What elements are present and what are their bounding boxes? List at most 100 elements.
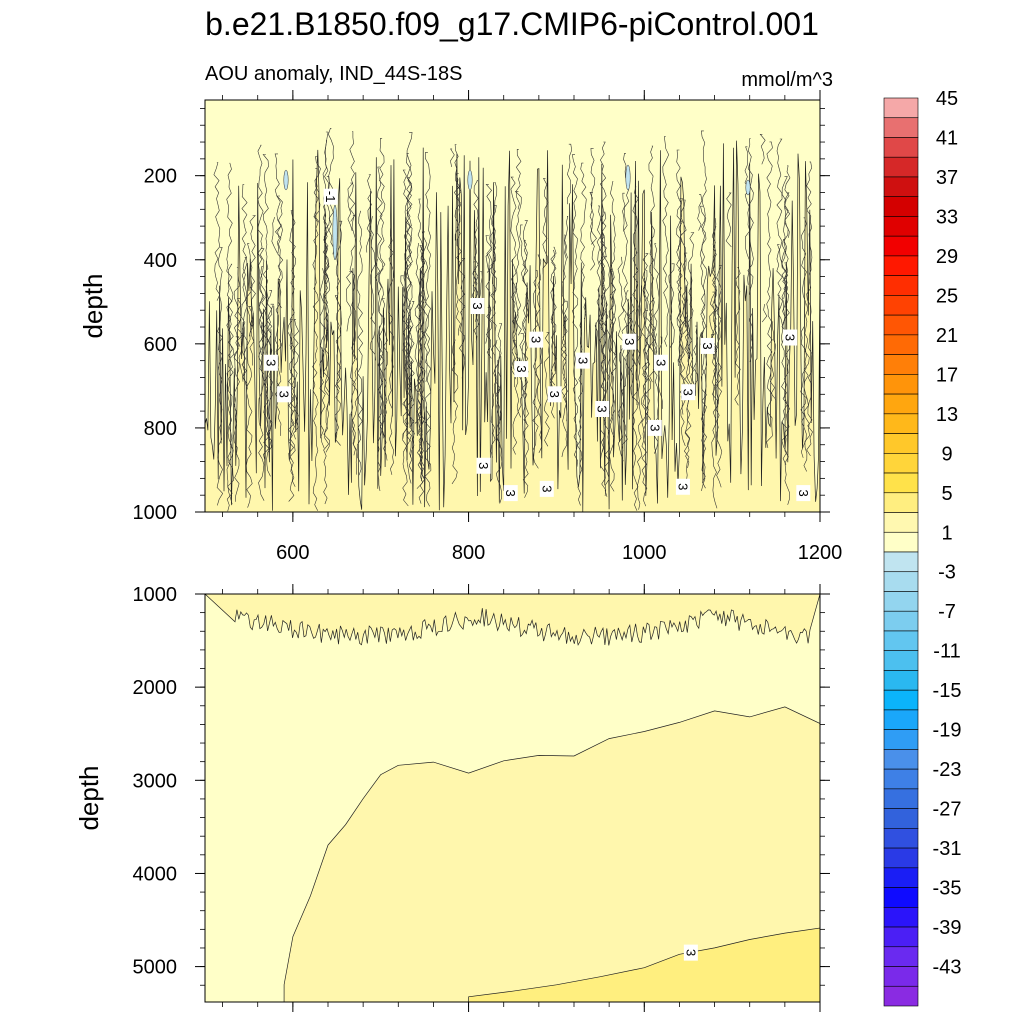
contour-line [490, 205, 497, 458]
contour-line [494, 339, 501, 449]
contour-label: 3 [675, 483, 690, 490]
colorbar-label: 25 [936, 285, 958, 307]
y-tick-label: 1000 [133, 584, 178, 606]
contour-label-box [539, 480, 554, 497]
contour-line [564, 216, 569, 259]
contour-line [642, 253, 649, 446]
y-tick-label: 5000 [133, 957, 178, 979]
y-tick-label: 600 [144, 334, 177, 356]
contour-line [378, 138, 386, 439]
y-tick-label: 4000 [133, 863, 178, 885]
contour-line [590, 148, 597, 245]
contour-line [662, 136, 670, 347]
contour-label-box [622, 333, 637, 350]
upper-anomaly-fill [204, 140, 821, 513]
contour-line [608, 269, 615, 492]
contour-line [687, 232, 695, 389]
contour-line [803, 303, 810, 472]
colorbar-label: -43 [933, 957, 962, 979]
x-tick-label: 600 [276, 542, 309, 564]
contour-line [236, 298, 244, 347]
contour-line [652, 243, 660, 454]
contour-line [512, 282, 519, 380]
colorbar-box [883, 926, 919, 948]
contour-line [374, 258, 381, 296]
contour-line [450, 148, 455, 167]
contour-label-box [514, 361, 529, 378]
contour-line [617, 256, 625, 462]
colorbar-label: 21 [936, 325, 958, 347]
contour-line [276, 223, 284, 309]
contour-label-box [595, 401, 610, 417]
contour-line [328, 128, 335, 255]
colorbar: -43-39-35-31-27-23-19-15-11-7-3159131721… [883, 88, 962, 1007]
contour-label: 3 [503, 489, 518, 496]
chart-subtitle: AOU anomaly, IND_44S-18S [205, 63, 463, 85]
contour-line [512, 340, 519, 455]
colorbar-box [883, 156, 919, 178]
contour-line [744, 146, 751, 285]
contour-line [421, 231, 429, 382]
contour-line [700, 130, 708, 491]
colorbar-box [883, 729, 919, 750]
contour-line [347, 182, 354, 232]
contour-line [486, 254, 493, 273]
colorbar-label: 29 [936, 246, 958, 268]
contour-line [312, 168, 319, 511]
contour-line [784, 165, 791, 238]
contour-line [543, 332, 550, 447]
upper-y-axis: 200 400 600 800 1000 [133, 108, 830, 524]
contour-line [408, 301, 415, 458]
contour-label: 3 [476, 462, 491, 469]
colorbar-box [883, 314, 919, 336]
colorbar-box [883, 591, 919, 612]
colorbar-box [883, 670, 919, 691]
contour-line [485, 184, 492, 359]
colorbar-box [883, 709, 919, 730]
contour-line [713, 289, 717, 320]
colorbar-labels: -43-39-35-31-27-23-19-15-11-7-3159131721… [933, 88, 962, 979]
colorbar-box [883, 275, 919, 296]
contour-line [766, 141, 773, 448]
contour-line [510, 176, 517, 388]
contour-line [400, 275, 406, 306]
contour-label-box [783, 329, 798, 346]
contour-line [495, 323, 503, 504]
negative-anomaly-patch [283, 169, 289, 191]
contour-label: 3 [681, 389, 696, 396]
colorbar-label: -27 [933, 799, 962, 821]
contour-line [644, 310, 652, 425]
contour-line [571, 154, 579, 467]
contour-line [240, 184, 248, 389]
contour-line [532, 270, 539, 469]
contour-line [349, 215, 357, 456]
colorbar-box [883, 847, 919, 869]
contour-line [424, 152, 432, 507]
contour-line [348, 131, 356, 222]
contour-line [271, 217, 278, 254]
contour-line [636, 305, 643, 510]
contour-label: 3 [700, 342, 715, 349]
contour-line [561, 300, 568, 422]
colorbar-box [883, 689, 919, 711]
contour-line [519, 224, 526, 286]
contour-label: 3 [470, 302, 485, 309]
lower-shallow-anomaly-fill [204, 593, 821, 646]
contour-line [405, 153, 412, 484]
colorbar-label: 1 [941, 522, 952, 544]
contour-line [715, 265, 723, 488]
colorbar-box [883, 492, 919, 513]
contour-line [419, 244, 426, 480]
contour-line [238, 339, 244, 382]
contour-line [776, 138, 783, 344]
contour-line [366, 174, 372, 253]
contour-line [455, 173, 462, 336]
contour-label-box [263, 354, 278, 371]
colorbar-label: -15 [933, 680, 962, 702]
colorbar-label: -11 [933, 641, 960, 663]
contour-line [580, 162, 587, 320]
contour-line [451, 339, 459, 485]
contour-label: 3 [529, 336, 544, 343]
contour-line [800, 217, 807, 458]
